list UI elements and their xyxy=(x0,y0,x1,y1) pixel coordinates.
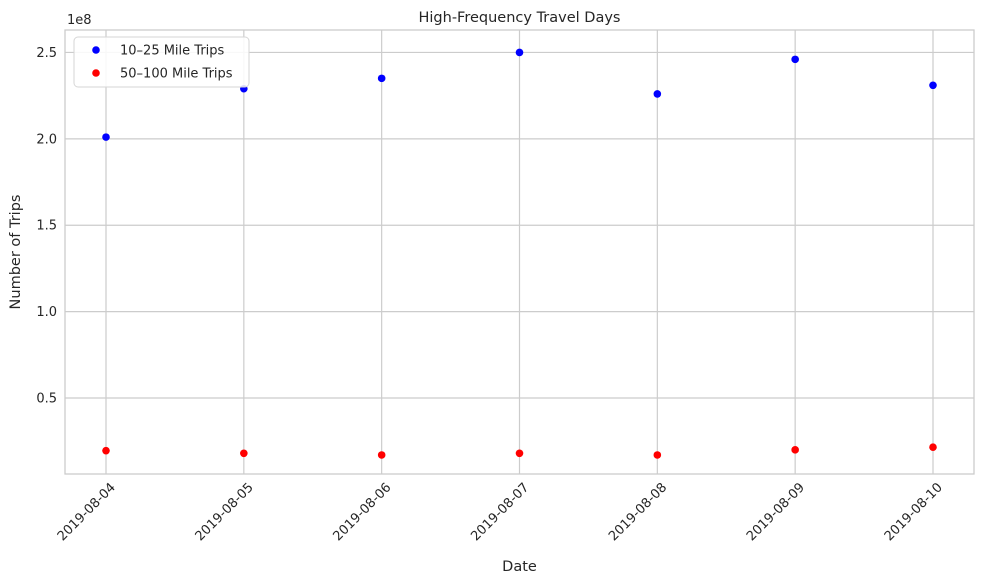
legend-marker-series-2 xyxy=(92,69,100,77)
data-point-series-2 xyxy=(929,443,937,452)
data-points xyxy=(102,48,937,459)
legend-label-series-1: 10–25 Mile Trips xyxy=(120,44,225,59)
x-axis-label: Date xyxy=(502,559,537,575)
data-point-series-2 xyxy=(102,446,110,455)
x-tick-label: 2019-08-05 xyxy=(193,480,257,544)
y-tick-label: 0.5 xyxy=(36,391,57,406)
data-point-series-2 xyxy=(791,446,799,454)
plot-area-frame xyxy=(64,29,975,475)
legend-frame xyxy=(73,36,250,88)
chart-title: High-Frequency Travel Days xyxy=(419,10,621,26)
x-tick-label: 2019-08-04 xyxy=(55,480,119,544)
data-point-series-1 xyxy=(929,81,937,90)
x-tick-label: 2019-08-08 xyxy=(606,480,670,544)
legend-label-series-2: 50–100 Mile Trips xyxy=(120,67,233,82)
x-tick-label: 2019-08-10 xyxy=(882,480,946,544)
y-tick-label: 1.5 xyxy=(36,219,57,234)
data-point-series-1 xyxy=(653,90,662,98)
data-point-series-1 xyxy=(102,133,110,141)
x-tick-label: 2019-08-07 xyxy=(468,480,532,544)
data-point-series-1 xyxy=(791,55,799,64)
legend: 10–25 Mile Trips 50–100 Mile Trips xyxy=(73,36,250,88)
data-point-series-2 xyxy=(377,451,386,459)
data-point-series-2 xyxy=(515,449,524,458)
y-axis-label: Number of Trips xyxy=(8,195,24,310)
data-point-series-2 xyxy=(240,449,248,458)
x-tick-label: 2019-08-06 xyxy=(330,480,394,544)
y-tick-label: 2.5 xyxy=(36,46,57,61)
data-point-series-1 xyxy=(515,48,524,57)
y-tick-label: 2.0 xyxy=(36,132,57,147)
x-tick-label: 2019-08-09 xyxy=(744,480,808,544)
y-tick-label: 1.0 xyxy=(36,305,57,320)
legend-marker-series-1 xyxy=(92,46,100,54)
data-point-series-2 xyxy=(653,451,662,459)
grid-lines xyxy=(65,30,974,474)
y-offset-label: 1e8 xyxy=(67,13,92,28)
data-point-series-1 xyxy=(377,74,386,83)
